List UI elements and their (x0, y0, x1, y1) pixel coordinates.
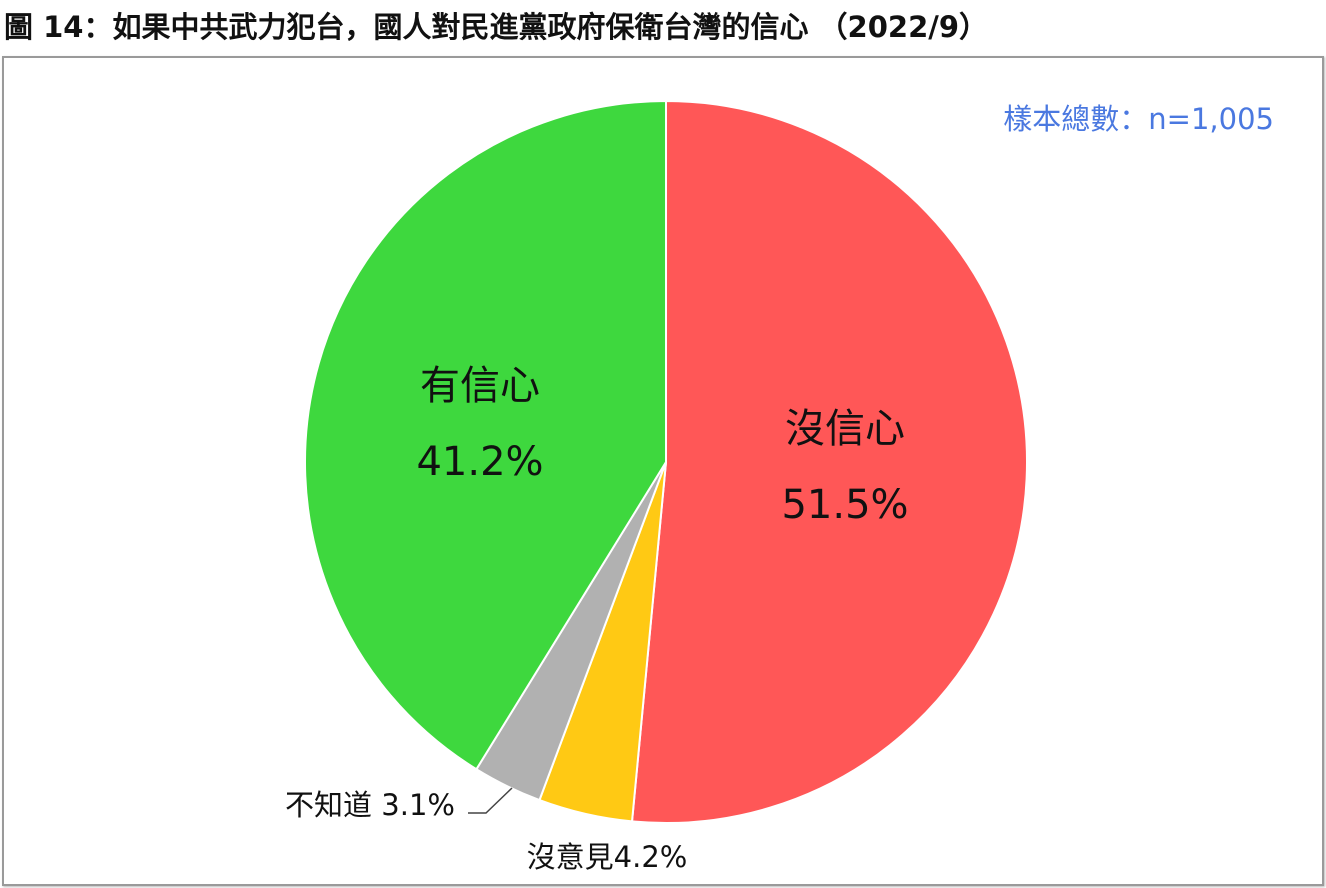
slice-label-沒意見: 沒意見4.2% (527, 834, 688, 876)
leader-line-不知道 (468, 787, 513, 814)
slice-value-有信心: 41.2% (416, 439, 544, 485)
slice-value-text: 3.1% (381, 788, 455, 822)
slice-label-有信心: 有信心 (420, 363, 540, 409)
sample-size-annotation: 樣本總數：n=1,005 (1003, 102, 1274, 136)
chart-frame (2, 56, 1324, 886)
slice-label-沒信心: 沒信心 (785, 406, 905, 452)
slice-value-沒信心: 51.5% (781, 482, 909, 528)
slice-label-text: 不知道 (285, 788, 373, 822)
pie-slice-沒信心 (630, 99, 1028, 824)
slice-label-text: 沒意見 (526, 840, 614, 874)
slice-value-text: 4.2% (613, 840, 688, 874)
chart-title: 圖 14：如果中共武力犯台，國人對民進黨政府保衛台灣的信心 （2022/9） (4, 10, 989, 44)
pie-slice-有信心 (304, 99, 667, 771)
slice-label-不知道: 不知道 3.1% (285, 782, 455, 824)
